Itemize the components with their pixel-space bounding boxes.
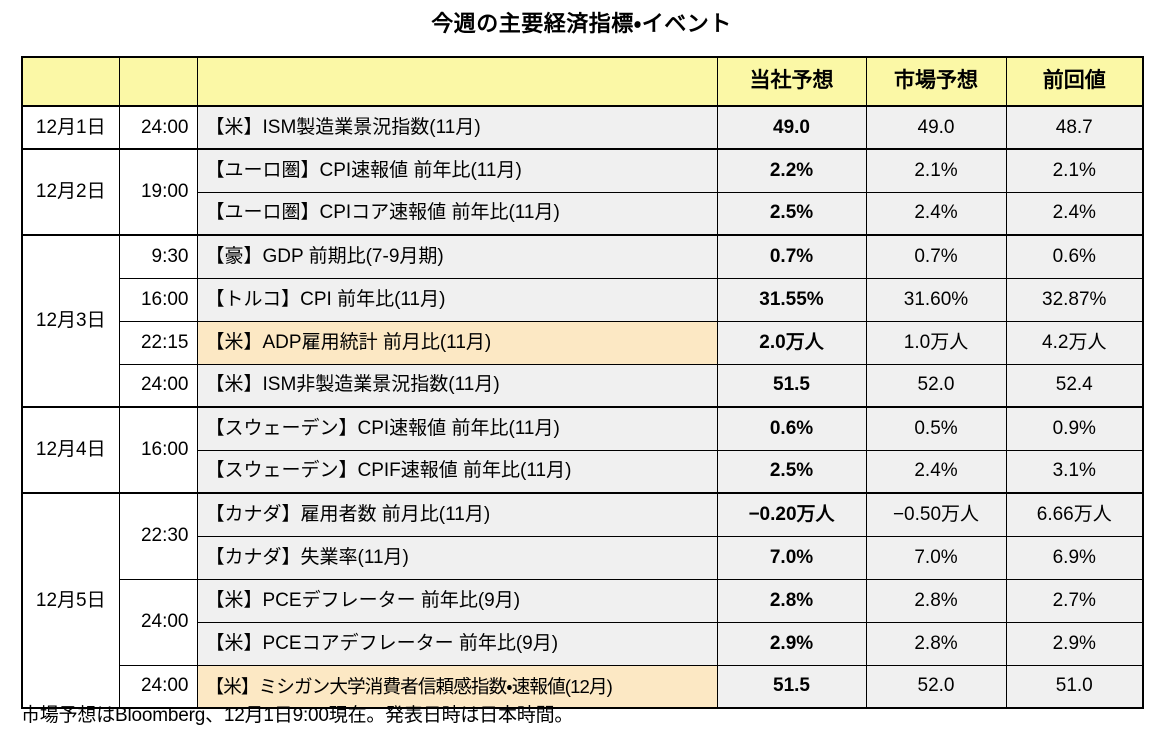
cell-time: 24:00 bbox=[118, 363, 198, 408]
table-row: 【カナダ】失業率(11月) 7.0% 7.0% 6.9% bbox=[22, 535, 1144, 580]
cell-previous-value: 48.7 bbox=[1005, 105, 1144, 150]
cell-date: 12月3日 bbox=[21, 234, 120, 408]
cell-time: 22:15 bbox=[118, 320, 198, 365]
cell-own-forecast: 0.6% bbox=[716, 406, 867, 451]
cell-market-forecast: 49.0 bbox=[865, 105, 1007, 150]
cell-previous-value: 3.1% bbox=[1005, 449, 1144, 494]
table-row: 24:00 【米】ISM非製造業景況指数(11月) 51.5 52.0 52.4 bbox=[22, 363, 1144, 408]
cell-time: 24:00 bbox=[118, 664, 198, 709]
cell-own-forecast: 2.9% bbox=[716, 621, 867, 666]
cell-market-forecast: −0.50万人 bbox=[865, 492, 1007, 537]
cell-date: 12月1日 bbox=[21, 105, 120, 150]
cell-market-forecast: 0.5% bbox=[865, 406, 1007, 451]
cell-market-forecast: 2.4% bbox=[865, 449, 1007, 494]
cell-event: 【米】PCEデフレーター 前年比(9月) bbox=[196, 578, 718, 623]
cell-previous-value: 51.0 bbox=[1005, 664, 1144, 709]
cell-previous-value: 2.9% bbox=[1005, 621, 1144, 666]
cell-own-forecast: 2.8% bbox=[716, 578, 867, 623]
column-header-event bbox=[196, 56, 718, 107]
cell-own-forecast: 31.55% bbox=[716, 277, 867, 322]
cell-own-forecast: 2.2% bbox=[716, 148, 867, 193]
economic-indicators-table-wrapper: 当社予想 市場予想 前回値 12月1日 24:00 【米】ISM製造業景況指数(11… bbox=[21, 56, 1144, 709]
cell-market-forecast: 7.0% bbox=[865, 535, 1007, 580]
table-row: 12月5日 22:30 【カナダ】雇用者数 前月比(11月) −0.20万人 −0.50… bbox=[21, 492, 1144, 709]
cell-previous-value: 4.2万人 bbox=[1005, 320, 1144, 365]
column-header-own-forecast: 当社予想 bbox=[716, 56, 867, 107]
cell-date: 12月5日 bbox=[21, 492, 120, 709]
table-row: 【スウェーデン】CPIF速報値 前年比(11月) 2.5% 2.4% 3.1% bbox=[22, 449, 1144, 494]
cell-previous-value: 2.7% bbox=[1005, 578, 1144, 623]
cell-event-highlighted: 【米】ミシガン大学消費者信頼感指数・速報値(12月) bbox=[196, 664, 718, 709]
table-row: 22:15 【米】ADP雇用統計 前月比(11月) 2.0万人 1.0万人 4.2万人 bbox=[22, 320, 1144, 365]
cell-previous-value: 2.4% bbox=[1005, 191, 1144, 236]
table-row: 12月4日 16:00 【スウェーデン】CPI速報値 前年比(11月) 0.6% 0.5… bbox=[21, 406, 1144, 494]
table-row: 12月2日 19:00 【ユーロ圏】CPI速報値 前年比(11月) 2.2% 2.1% 2… bbox=[21, 148, 1144, 236]
cell-previous-value: 6.9% bbox=[1005, 535, 1144, 580]
cell-time: 9:30 bbox=[118, 234, 198, 279]
cell-event: 【トルコ】CPI 前年比(11月) bbox=[196, 277, 718, 322]
cell-own-forecast: 49.0 bbox=[716, 105, 867, 150]
cell-market-forecast: 0.7% bbox=[865, 234, 1007, 279]
header-row: 当社予想 市場予想 前回値 bbox=[21, 56, 1144, 107]
economic-indicators-table: 当社予想 市場予想 前回値 12月1日 24:00 【米】ISM製造業景況指数(11… bbox=[21, 56, 1144, 709]
table-body: 12月1日 24:00 【米】ISM製造業景況指数(11月) 49.0 49.0 48.7… bbox=[21, 105, 1144, 709]
cell-event: 【米】ISM製造業景況指数(11月) bbox=[196, 105, 718, 150]
column-header-previous: 前回値 bbox=[1005, 56, 1144, 107]
cell-own-forecast: 51.5 bbox=[716, 664, 867, 709]
cell-own-forecast: 7.0% bbox=[716, 535, 867, 580]
cell-market-forecast: 2.8% bbox=[865, 578, 1007, 623]
cell-time: 16:00 bbox=[118, 277, 198, 322]
cell-previous-value: 0.6% bbox=[1005, 234, 1144, 279]
cell-event: 【ユーロ圏】CPI速報値 前年比(11月) bbox=[196, 148, 718, 193]
table-row: 12月3日 9:30 【豪】GDP 前期比(7-9月期) 0.7% 0.7% 0.6% bbox=[21, 234, 1144, 408]
table-row: 【ユーロ圏】CPIコア速報値 前年比(11月) 2.5% 2.4% 2.4% bbox=[22, 191, 1144, 236]
cell-previous-value: 52.4 bbox=[1005, 363, 1144, 408]
cell-time: 22:30 bbox=[118, 492, 198, 580]
cell-own-forecast: 2.5% bbox=[716, 191, 867, 236]
cell-time: 24:00 bbox=[118, 578, 198, 666]
cell-previous-value: 0.9% bbox=[1005, 406, 1144, 451]
cell-market-forecast: 2.8% bbox=[865, 621, 1007, 666]
cell-own-forecast: 2.5% bbox=[716, 449, 867, 494]
cell-date: 12月2日 bbox=[21, 148, 120, 236]
cell-time: 19:00 bbox=[118, 148, 198, 236]
cell-previous-value: 32.87% bbox=[1005, 277, 1144, 322]
cell-own-forecast: −0.20万人 bbox=[716, 492, 867, 537]
column-header-time bbox=[118, 56, 198, 107]
column-header-market-forecast: 市場予想 bbox=[865, 56, 1007, 107]
cell-time: 24:00 bbox=[118, 105, 198, 150]
cell-previous-value: 2.1% bbox=[1005, 148, 1144, 193]
cell-event: 【ユーロ圏】CPIコア速報値 前年比(11月) bbox=[196, 191, 718, 236]
cell-market-forecast: 52.0 bbox=[865, 664, 1007, 709]
cell-event: 【カナダ】雇用者数 前月比(11月) bbox=[196, 492, 718, 537]
cell-date: 12月4日 bbox=[21, 406, 120, 494]
cell-market-forecast: 52.0 bbox=[865, 363, 1007, 408]
cell-event: 【米】PCEコアデフレーター 前年比(9月) bbox=[196, 621, 718, 666]
table-row: 【米】PCEコアデフレーター 前年比(9月) 2.9% 2.8% 2.9% bbox=[22, 621, 1144, 666]
table-row: 24:00 【米】ミシガン大学消費者信頼感指数・速報値(12月) 51.5 52.0 5… bbox=[22, 664, 1144, 709]
cell-time: 16:00 bbox=[118, 406, 198, 494]
table-header: 当社予想 市場予想 前回値 bbox=[21, 56, 1144, 107]
cell-event: 【カナダ】失業率(11月) bbox=[196, 535, 718, 580]
cell-previous-value: 6.66万人 bbox=[1005, 492, 1144, 537]
table-row: 16:00 【トルコ】CPI 前年比(11月) 31.55% 31.60% 32.87% bbox=[22, 277, 1144, 322]
cell-event: 【豪】GDP 前期比(7-9月期) bbox=[196, 234, 718, 279]
column-header-date bbox=[21, 56, 120, 107]
cell-market-forecast: 31.60% bbox=[865, 277, 1007, 322]
cell-event: 【スウェーデン】CPI速報値 前年比(11月) bbox=[196, 406, 718, 451]
cell-market-forecast: 2.1% bbox=[865, 148, 1007, 193]
cell-own-forecast: 51.5 bbox=[716, 363, 867, 408]
table-row: 12月1日 24:00 【米】ISM製造業景況指数(11月) 49.0 49.0 48.7 bbox=[21, 105, 1144, 150]
table-row: 24:00 【米】PCEデフレーター 前年比(9月) 2.8% 2.8% 2.7% bbox=[22, 578, 1144, 666]
footnote: 市場予想はBloomberg、12月1日9:00現在。発表日時は日本時間。 bbox=[21, 705, 574, 726]
cell-event-highlighted: 【米】ADP雇用統計 前月比(11月) bbox=[196, 320, 718, 365]
cell-event: 【米】ISM非製造業景況指数(11月) bbox=[196, 363, 718, 408]
cell-own-forecast: 2.0万人 bbox=[716, 320, 867, 365]
page-title: 今週の主要経済指標・イベント bbox=[431, 11, 732, 36]
cell-market-forecast: 2.4% bbox=[865, 191, 1007, 236]
cell-own-forecast: 0.7% bbox=[716, 234, 867, 279]
cell-market-forecast: 1.0万人 bbox=[865, 320, 1007, 365]
cell-event: 【スウェーデン】CPIF速報値 前年比(11月) bbox=[196, 449, 718, 494]
